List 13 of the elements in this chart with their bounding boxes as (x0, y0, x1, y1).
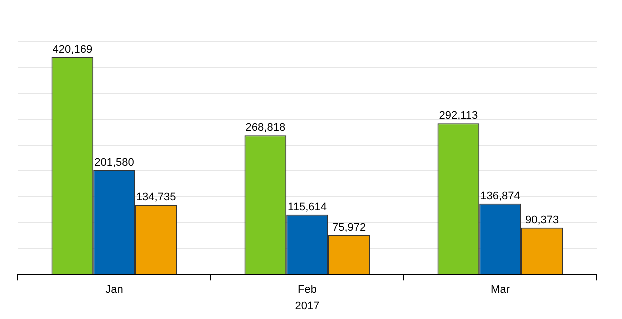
data-label: 115,614 (288, 201, 327, 214)
data-label: 134,735 (136, 191, 176, 204)
data-label: 90,373 (525, 214, 560, 226)
data-label: 268,818 (246, 122, 286, 134)
x-tick-label: Mar (491, 284, 510, 296)
data-label: 201,580 (94, 156, 134, 169)
x-tick-label: Jan (106, 284, 124, 296)
x-tick-label: Feb (298, 284, 317, 296)
x-axis-title: 2017 (295, 300, 320, 312)
data-label: 136,874 (480, 190, 520, 202)
data-label: 292,113 (439, 110, 478, 122)
data-label: 75,972 (332, 222, 366, 234)
data-label: 420,169 (52, 44, 93, 56)
